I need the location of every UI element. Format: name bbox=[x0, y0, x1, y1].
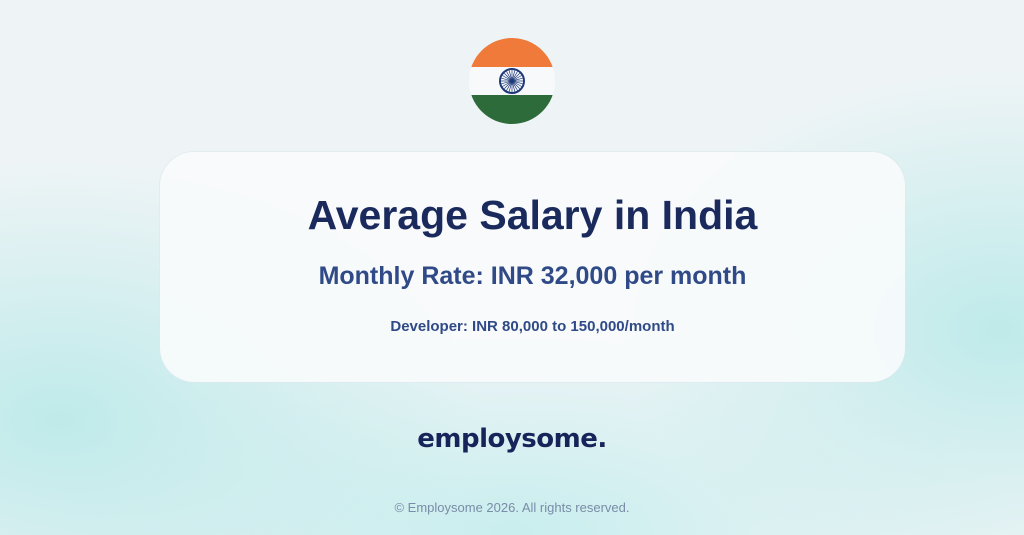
page-title: Average Salary in India bbox=[307, 192, 758, 238]
chakra-spoke bbox=[511, 71, 518, 82]
employsome-logo: employsome. bbox=[417, 424, 607, 454]
chakra-spoke bbox=[502, 75, 513, 82]
chakra-spoke bbox=[511, 80, 521, 90]
copyright-text: © Employsome 2026. All rights reserved. bbox=[394, 500, 630, 515]
monthly-rate: Monthly Rate: INR 32,000 per month bbox=[318, 262, 747, 290]
flag-green-band bbox=[469, 95, 555, 124]
chakra-spoke bbox=[506, 80, 513, 91]
chakra-spoke bbox=[511, 77, 523, 82]
chakra-spoke bbox=[502, 80, 513, 87]
salary-card: Average Salary in India Monthly Rate: IN… bbox=[160, 152, 905, 382]
chakra-spoke bbox=[511, 80, 518, 91]
chakra-spoke bbox=[503, 80, 513, 90]
chakra-spoke bbox=[511, 70, 516, 82]
chakra-spoke bbox=[511, 72, 521, 82]
chakra-spoke bbox=[501, 77, 513, 82]
chakra-spoke bbox=[506, 71, 513, 82]
chakra-spoke bbox=[511, 80, 522, 87]
chakra-spoke bbox=[501, 80, 513, 85]
chakra-spoke bbox=[508, 70, 513, 82]
developer-rate: Developer: INR 80,000 to 150,000/month bbox=[390, 318, 675, 335]
chakra-spoke bbox=[511, 80, 516, 92]
chakra-spoke bbox=[508, 80, 513, 92]
chakra-spoke bbox=[511, 75, 522, 82]
chakra-spoke bbox=[503, 72, 513, 82]
ashoka-chakra-icon bbox=[499, 67, 525, 94]
flag-white-band bbox=[469, 66, 555, 96]
flag-saffron-band bbox=[469, 38, 555, 67]
india-flag-icon bbox=[469, 38, 555, 124]
chakra-spoke bbox=[511, 80, 523, 85]
